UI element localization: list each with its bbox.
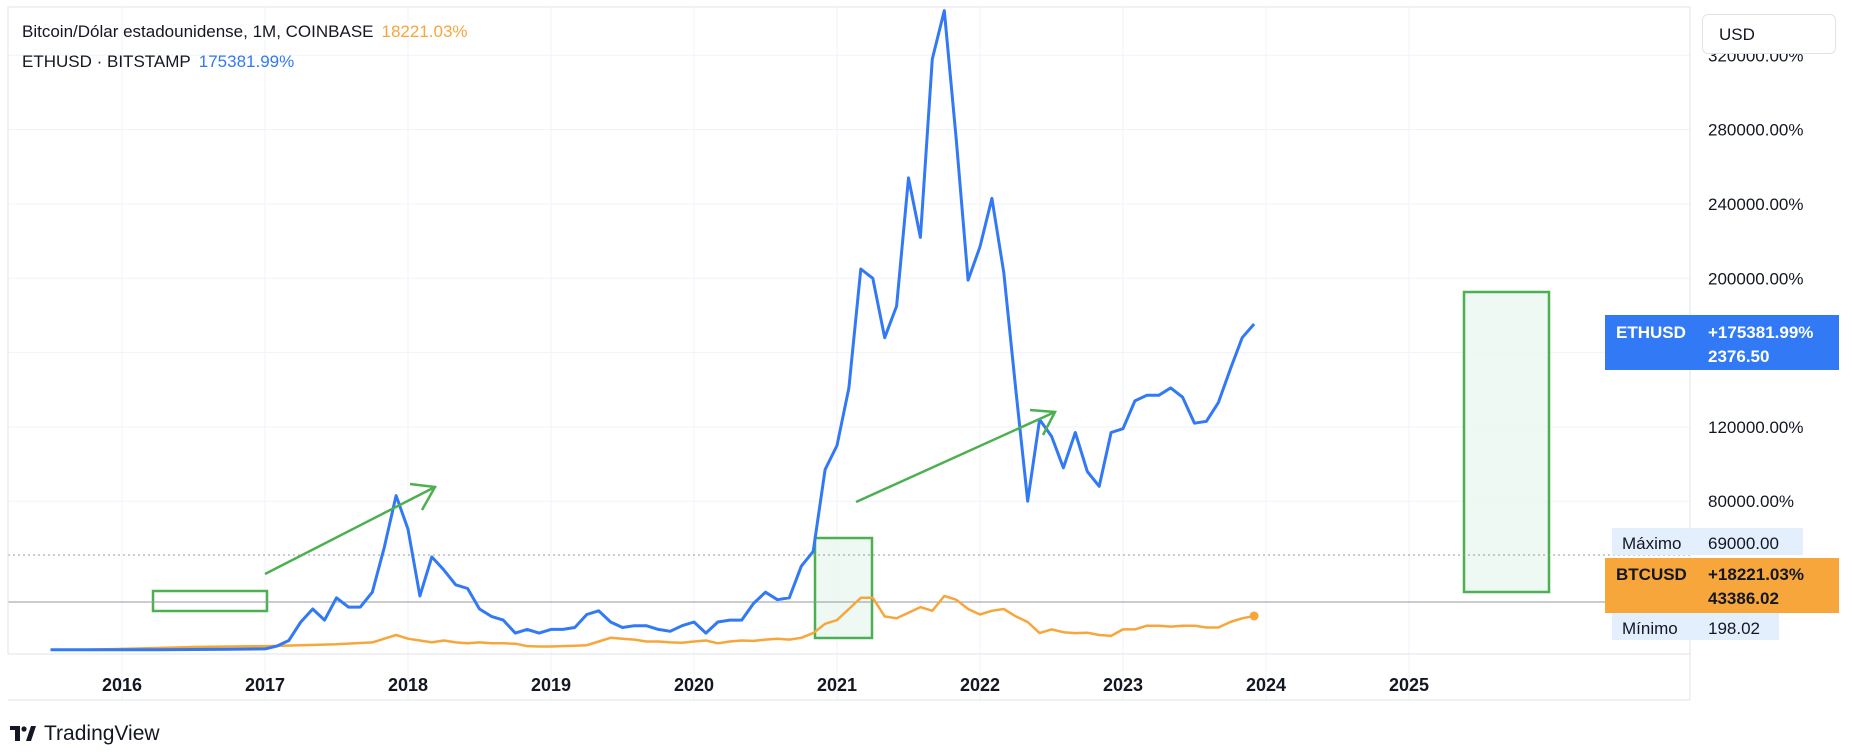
highlight-box-2020 xyxy=(813,536,874,640)
minimum-label: Mínimo 198.02 xyxy=(1612,613,1779,640)
trend-arrows xyxy=(264,408,1057,576)
x-tick-label: 2021 xyxy=(817,675,857,695)
currency-button[interactable]: USD xyxy=(1702,14,1836,54)
x-tick-label: 2016 xyxy=(102,675,142,695)
x-tick-label: 2025 xyxy=(1389,675,1429,695)
legend-eth-name: ETHUSD · BITSTAMP xyxy=(22,52,191,71)
legend-eth[interactable]: ETHUSD · BITSTAMP 175381.99% xyxy=(22,52,294,72)
minimum-label-title: Mínimo xyxy=(1622,619,1678,638)
trend-arrow-2020 xyxy=(855,408,1057,504)
ethusd-label-name: ETHUSD xyxy=(1616,323,1686,342)
btcusd-last-point xyxy=(1249,611,1259,621)
ethusd-price-label: ETHUSD +175381.99% 2376.50 xyxy=(1605,315,1839,370)
highlight-box-2016 xyxy=(151,589,269,613)
series-line-ethusd xyxy=(50,9,1256,652)
x-tick-label: 2019 xyxy=(531,675,571,695)
x-tick-label: 2023 xyxy=(1103,675,1143,695)
x-tick-label: 2020 xyxy=(674,675,714,695)
tradingview-logo[interactable]: TradingView xyxy=(10,722,160,746)
x-tick-label: 2018 xyxy=(388,675,428,695)
y-tick-label: 280000.00% xyxy=(1708,121,1803,140)
series-line-btcusd xyxy=(50,594,1255,652)
ethusd-label-price: 2376.50 xyxy=(1708,347,1769,366)
time-axis-ticks: 2016 2017 2018 2019 2020 2021 2022 2023 2024 2025 xyxy=(102,675,1429,695)
highlight-boxes xyxy=(151,290,1551,640)
y-tick-label: 240000.00% xyxy=(1708,195,1803,214)
series-lines xyxy=(50,9,1259,652)
tradingview-logo-icon xyxy=(10,726,36,741)
y-tick-label: 120000.00% xyxy=(1708,418,1803,437)
price-labels: ETHUSD +175381.99% 2376.50 Máximo 69000.… xyxy=(1605,315,1839,640)
minimum-label-value: 198.02 xyxy=(1708,619,1760,638)
chart-grid xyxy=(8,7,1690,700)
tradingview-logo-text: TradingView xyxy=(44,722,160,745)
legend-btc[interactable]: Bitcoin/Dólar estadounidense, 1M, COINBA… xyxy=(22,22,468,42)
x-tick-label: 2017 xyxy=(245,675,285,695)
maximum-label-value: 69000.00 xyxy=(1708,534,1779,553)
btcusd-price-label: BTCUSD +18221.03% 43386.02 xyxy=(1605,558,1839,613)
highlight-box-2024 xyxy=(1462,290,1551,594)
legend-btc-value: 18221.03% xyxy=(381,22,468,41)
reference-lines xyxy=(8,554,1690,603)
x-tick-label: 2022 xyxy=(960,675,1000,695)
btcusd-label-price: 43386.02 xyxy=(1708,589,1779,608)
legend-eth-value: 175381.99% xyxy=(198,52,295,71)
trend-arrow-2017 xyxy=(264,482,438,576)
legend-btc-name: Bitcoin/Dólar estadounidense, 1M, COINBA… xyxy=(22,22,374,41)
y-tick-label: 80000.00% xyxy=(1708,492,1794,511)
maximum-label: Máximo 69000.00 xyxy=(1612,528,1803,555)
ethusd-label-change: +175381.99% xyxy=(1708,323,1813,342)
x-tick-label: 2024 xyxy=(1246,675,1286,695)
y-tick-label: 200000.00% xyxy=(1708,269,1803,288)
btcusd-label-change: +18221.03% xyxy=(1708,565,1804,584)
btcusd-label-name: BTCUSD xyxy=(1616,565,1687,584)
chart-canvas[interactable]: 80000.00%120000.00%160000.00%200000.00%2… xyxy=(0,0,1852,710)
maximum-label-title: Máximo xyxy=(1622,534,1682,553)
price-axis-ticks: 80000.00%120000.00%160000.00%200000.00%2… xyxy=(1708,46,1803,511)
